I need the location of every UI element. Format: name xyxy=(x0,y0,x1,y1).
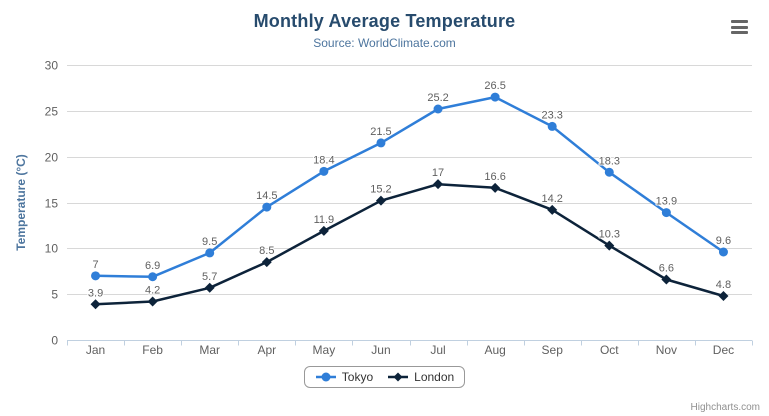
data-point[interactable] xyxy=(375,195,386,206)
data-point[interactable] xyxy=(90,299,101,310)
x-axis-label: Feb xyxy=(142,343,163,357)
legend: Tokyo London xyxy=(303,366,466,388)
data-label: 13.9 xyxy=(656,196,677,208)
data-point[interactable] xyxy=(376,138,386,148)
data-point[interactable] xyxy=(148,272,158,282)
credits-link[interactable]: Highcharts.com xyxy=(690,402,760,413)
y-axis-title: Temperature (°C) xyxy=(14,154,28,251)
data-point[interactable] xyxy=(261,257,272,268)
data-label: 4.8 xyxy=(716,279,731,291)
data-label: 6.9 xyxy=(145,260,160,272)
x-axis-label: Jun xyxy=(371,343,390,357)
x-axis-label: Mar xyxy=(199,343,220,357)
data-point[interactable] xyxy=(433,179,444,190)
y-axis-label: 5 xyxy=(51,288,58,302)
data-point[interactable] xyxy=(718,247,728,257)
legend-wrap: Tokyo London xyxy=(0,366,769,388)
data-point[interactable] xyxy=(661,208,671,218)
x-axis-label: May xyxy=(313,343,336,357)
x-axis-label: Nov xyxy=(656,343,677,357)
data-point[interactable] xyxy=(204,282,215,293)
data-label: 9.5 xyxy=(202,236,217,248)
hamburger-bar xyxy=(731,31,748,34)
data-label: 8.5 xyxy=(259,245,274,257)
circle-marker-icon xyxy=(315,372,336,382)
data-label: 26.5 xyxy=(484,80,505,92)
data-point[interactable] xyxy=(91,271,101,281)
data-point[interactable] xyxy=(205,248,215,258)
data-point[interactable] xyxy=(490,182,501,193)
data-point[interactable] xyxy=(490,92,500,102)
data-point[interactable] xyxy=(318,225,329,236)
x-axis-label: Jan xyxy=(86,343,105,357)
y-axis-label: 15 xyxy=(45,197,59,211)
data-point[interactable] xyxy=(604,240,615,251)
x-axis-label: Aug xyxy=(484,343,505,357)
y-axis-label: 30 xyxy=(45,59,59,73)
data-label: 18.4 xyxy=(313,154,334,166)
diamond-marker-icon xyxy=(388,372,409,382)
data-label: 15.2 xyxy=(370,184,391,196)
data-label: 11.9 xyxy=(314,214,335,226)
series-line-london[interactable] xyxy=(94,182,725,306)
x-axis-label: Sep xyxy=(542,343,564,357)
data-point[interactable] xyxy=(319,166,329,176)
legend-item-tokyo[interactable]: Tokyo xyxy=(315,370,373,384)
data-label: 23.3 xyxy=(541,109,562,121)
legend-label: London xyxy=(414,370,455,384)
x-axis-label: Apr xyxy=(257,343,276,357)
data-label: 6.6 xyxy=(659,263,674,275)
data-label: 14.5 xyxy=(256,190,277,202)
legend-item-london[interactable]: London xyxy=(387,370,454,384)
data-point[interactable] xyxy=(547,121,557,131)
data-label: 9.6 xyxy=(716,235,731,247)
data-label: 3.9 xyxy=(88,287,103,299)
data-label: 21.5 xyxy=(370,126,391,138)
chart-title: Monthly Average Temperature xyxy=(253,11,516,31)
data-label: 5.7 xyxy=(202,271,217,283)
data-label: 14.2 xyxy=(541,193,562,205)
data-point[interactable] xyxy=(147,296,158,307)
chart-subtitle: Source: WorldClimate.com xyxy=(313,36,456,50)
data-point[interactable] xyxy=(433,104,443,114)
data-label: 17 xyxy=(432,167,444,179)
y-axis-label: 25 xyxy=(45,105,59,119)
data-label: 10.3 xyxy=(599,229,620,241)
data-label: 7 xyxy=(92,259,98,271)
data-point[interactable] xyxy=(661,274,672,285)
hamburger-icon[interactable] xyxy=(731,19,749,35)
data-point[interactable] xyxy=(547,204,558,215)
x-axis-label: Dec xyxy=(713,343,734,357)
hamburger-bar xyxy=(731,20,748,23)
y-axis-label: 0 xyxy=(51,334,58,348)
y-axis-label: 20 xyxy=(45,151,59,165)
x-axis-label: Jul xyxy=(430,343,445,357)
series-line-tokyo[interactable] xyxy=(94,95,725,279)
data-point[interactable] xyxy=(718,291,729,301)
hamburger-bar xyxy=(731,25,748,29)
data-point[interactable] xyxy=(262,202,272,212)
data-label: 16.6 xyxy=(484,171,505,183)
x-axis-label: Oct xyxy=(600,343,619,357)
y-axis-label: 10 xyxy=(45,242,59,256)
data-label: 4.2 xyxy=(145,285,160,297)
data-label: 18.3 xyxy=(599,155,620,167)
data-label: 25.2 xyxy=(427,92,448,104)
legend-label: Tokyo xyxy=(341,370,374,384)
data-point[interactable] xyxy=(604,167,614,177)
